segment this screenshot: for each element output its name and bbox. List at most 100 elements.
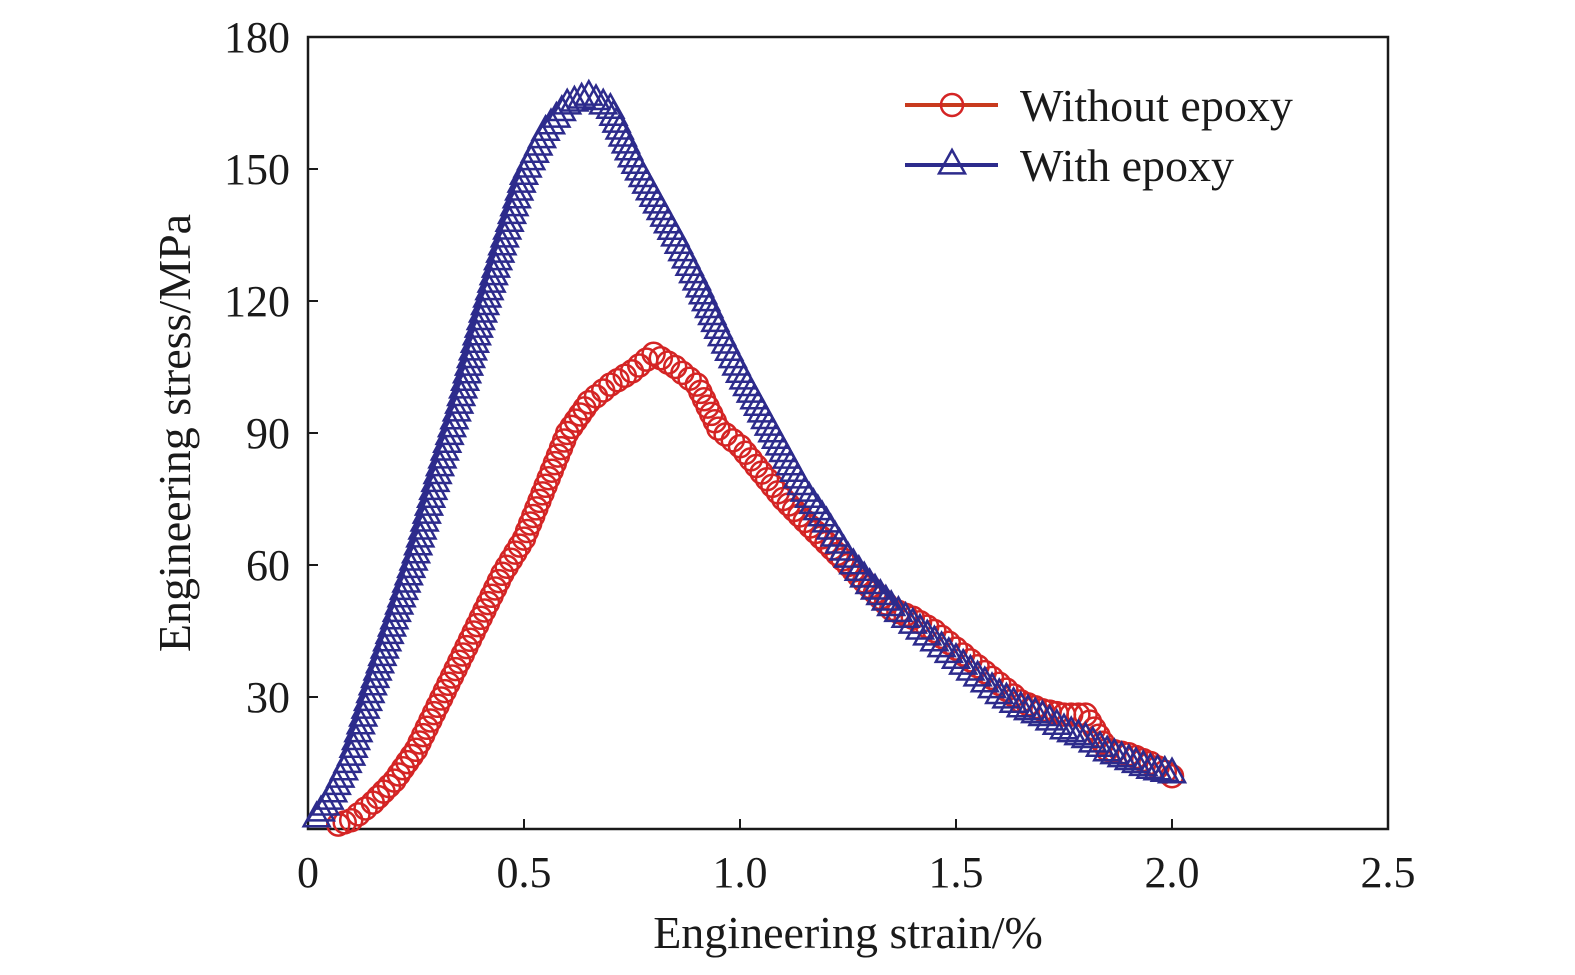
- data-point: [535, 107, 567, 135]
- data-point: [541, 100, 572, 128]
- data-point: [467, 295, 499, 323]
- data-point: [379, 602, 410, 630]
- data-point: [345, 707, 376, 735]
- data-point: [384, 587, 415, 615]
- data-point: [563, 408, 589, 433]
- data-point: [386, 762, 411, 787]
- legend-label: With epoxy: [1020, 140, 1234, 191]
- data-point: [482, 243, 514, 271]
- data-point: [399, 743, 424, 769]
- data-point: [583, 384, 609, 409]
- data-point: [400, 536, 432, 564]
- data-series: [301, 78, 1188, 837]
- data-point: [457, 333, 489, 361]
- data-point: [1048, 712, 1080, 740]
- data-point: [1056, 715, 1087, 743]
- data-point: [336, 738, 367, 766]
- data-point: [487, 228, 518, 256]
- data-point: [559, 84, 590, 112]
- data-point: [374, 616, 405, 645]
- data-point: [1106, 740, 1137, 768]
- data-point: [429, 433, 460, 461]
- data-point: [832, 540, 864, 568]
- data-point: [1142, 753, 1173, 781]
- data-point: [391, 565, 422, 593]
- data-point: [409, 504, 440, 532]
- data-point: [876, 589, 907, 617]
- data-point: [403, 528, 434, 556]
- data-point: [444, 386, 475, 414]
- series-with-epoxy: [301, 78, 1188, 828]
- data-point: [498, 547, 524, 572]
- data-point: [494, 204, 525, 232]
- y-tick-label: 60: [246, 541, 290, 590]
- data-point: [865, 578, 896, 606]
- data-point: [1135, 751, 1166, 780]
- data-point: [566, 81, 597, 109]
- x-axis: 0 0.5 1.0 1.5 2.0 2.5: [297, 819, 1416, 897]
- data-point: [1113, 743, 1144, 771]
- data-point: [398, 543, 429, 571]
- data-point: [405, 520, 436, 548]
- data-point: [1063, 718, 1094, 746]
- data-point: [573, 78, 604, 106]
- data-point: [355, 676, 386, 704]
- data-point: [1020, 696, 1051, 724]
- data-point: [360, 660, 391, 689]
- data-point: [343, 715, 374, 743]
- legend-marker-icon: [936, 147, 968, 175]
- data-point: [948, 647, 979, 675]
- data-point: [352, 683, 384, 712]
- x-tick-label: 0.5: [497, 848, 552, 897]
- data-point: [1012, 693, 1044, 721]
- data-point: [348, 699, 379, 727]
- data-point: [904, 612, 936, 640]
- legend-label: Without epoxy: [1020, 80, 1293, 131]
- data-point: [469, 288, 501, 316]
- data-point: [441, 394, 472, 422]
- data-point: [424, 449, 456, 477]
- data-point: [991, 681, 1022, 709]
- data-point: [506, 165, 537, 193]
- x-axis-title: Engineering strain/%: [653, 907, 1043, 958]
- data-point: [350, 691, 381, 719]
- data-point: [984, 677, 1015, 705]
- y-tick-label: 150: [224, 145, 290, 194]
- data-point: [434, 417, 465, 446]
- data-point: [451, 356, 483, 384]
- y-tick-label: 90: [246, 409, 290, 458]
- data-point: [459, 325, 491, 354]
- data-point: [494, 554, 519, 580]
- data-point: [1099, 737, 1130, 765]
- data-point: [480, 250, 512, 278]
- y-tick-label: 180: [224, 13, 290, 62]
- data-point: [859, 572, 891, 600]
- legend-item: With epoxy: [905, 140, 1234, 191]
- data-point: [626, 353, 652, 378]
- data-point: [1092, 734, 1123, 762]
- data-point: [453, 348, 485, 376]
- data-point: [1034, 703, 1065, 731]
- data-point: [396, 550, 427, 579]
- data-point: [1070, 721, 1101, 749]
- data-point: [567, 402, 593, 427]
- data-point: [912, 618, 943, 646]
- x-tick-label: 2.5: [1361, 848, 1416, 897]
- data-point: [1077, 725, 1108, 753]
- data-point: [449, 363, 481, 392]
- data-point: [854, 567, 885, 595]
- data-point: [926, 630, 957, 658]
- data-point: [388, 572, 420, 601]
- data-point: [463, 310, 494, 338]
- data-point: [492, 212, 523, 240]
- legend-marker-icon: [939, 92, 965, 118]
- data-point: [413, 488, 445, 516]
- data-point: [1128, 748, 1159, 777]
- data-point: [386, 580, 417, 608]
- data-point: [364, 646, 396, 674]
- data-point: [420, 464, 451, 493]
- data-point: [890, 600, 921, 628]
- data-point: [559, 414, 584, 440]
- data-point: [507, 533, 532, 558]
